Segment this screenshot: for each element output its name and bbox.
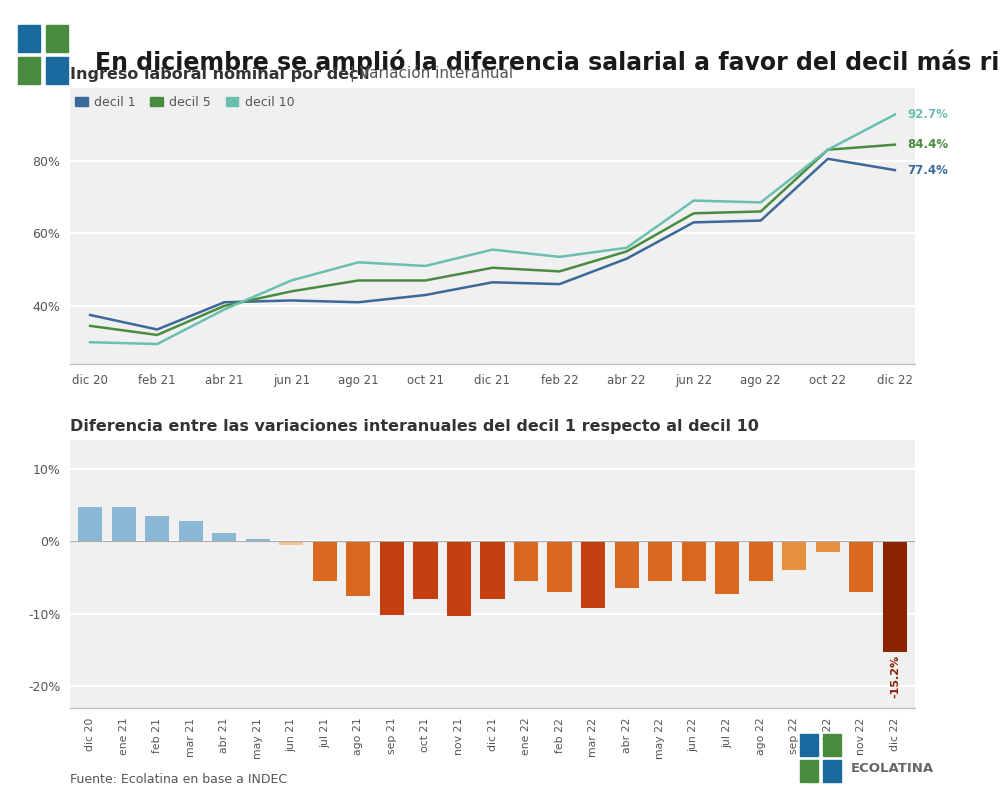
- Bar: [749, 542, 773, 582]
- Bar: [279, 542, 303, 545]
- Bar: [413, 542, 438, 599]
- Text: Fuente: Ecolatina en base a INDEC: Fuente: Ecolatina en base a INDEC: [70, 773, 287, 786]
- Bar: [112, 506, 136, 542]
- Text: En diciembre se amplió la diferencia salarial a favor del decil más rico: En diciembre se amplió la diferencia sal…: [95, 50, 1000, 75]
- Text: 84.4%: 84.4%: [907, 138, 948, 151]
- Text: 92.7%: 92.7%: [907, 108, 948, 121]
- Bar: [179, 521, 203, 542]
- Bar: [782, 542, 806, 570]
- Bar: [212, 533, 236, 542]
- Bar: [816, 542, 840, 552]
- Bar: [313, 542, 337, 582]
- Bar: [480, 542, 505, 599]
- Text: | Variación interanual: | Variación interanual: [345, 66, 513, 82]
- Bar: [246, 539, 270, 542]
- Bar: [447, 542, 471, 616]
- Bar: [682, 542, 706, 582]
- Text: -15.2%: -15.2%: [890, 655, 900, 698]
- Bar: [849, 542, 873, 592]
- Text: ECOLATINA: ECOLATINA: [851, 762, 934, 775]
- Bar: [547, 542, 572, 592]
- Bar: [648, 542, 672, 582]
- Text: Ingreso laboral nominal por decil: Ingreso laboral nominal por decil: [70, 67, 370, 82]
- Legend: decil 1, decil 5, decil 10: decil 1, decil 5, decil 10: [70, 90, 299, 114]
- Text: 77.4%: 77.4%: [907, 163, 948, 177]
- Bar: [883, 542, 907, 651]
- Bar: [78, 506, 102, 542]
- Bar: [380, 542, 404, 615]
- Bar: [514, 542, 538, 582]
- Bar: [346, 542, 370, 596]
- Bar: [715, 542, 739, 594]
- Bar: [145, 516, 169, 542]
- Bar: [615, 542, 639, 589]
- Bar: [581, 542, 605, 608]
- Text: Diferencia entre las variaciones interanuales del decil 1 respecto al decil 10: Diferencia entre las variaciones interan…: [70, 418, 759, 434]
